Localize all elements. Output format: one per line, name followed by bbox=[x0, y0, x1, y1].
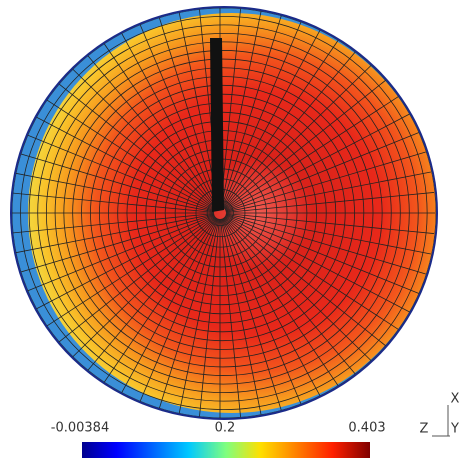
mesh-line bbox=[21, 132, 215, 212]
mesh-line bbox=[221, 218, 283, 415]
colorbar-max: 0.403 bbox=[348, 421, 385, 436]
mesh-line bbox=[224, 79, 387, 210]
mesh-line bbox=[137, 18, 219, 208]
mesh-line bbox=[30, 113, 215, 211]
mesh-line bbox=[83, 217, 217, 376]
colorbar bbox=[82, 442, 370, 458]
mesh-line bbox=[157, 218, 219, 415]
mesh-line bbox=[198, 218, 220, 418]
mesh-line bbox=[14, 151, 215, 212]
mesh-line bbox=[221, 11, 283, 208]
mesh-line bbox=[12, 213, 215, 234]
mesh-line bbox=[83, 50, 217, 209]
mesh-line bbox=[21, 214, 215, 294]
mesh-line bbox=[220, 218, 242, 418]
mesh-line bbox=[53, 79, 216, 210]
axis-x: X bbox=[451, 392, 460, 407]
mesh-line bbox=[67, 216, 217, 362]
mesh-line bbox=[225, 214, 419, 294]
mesh-line bbox=[225, 171, 431, 213]
mesh-line bbox=[12, 171, 215, 213]
mesh-line bbox=[157, 11, 219, 208]
mesh-line bbox=[220, 8, 242, 208]
mesh-line bbox=[224, 216, 387, 347]
mesh-line bbox=[41, 215, 216, 331]
axis-y: Y bbox=[450, 422, 459, 437]
mesh-line bbox=[224, 215, 399, 331]
mesh-line bbox=[225, 213, 435, 234]
mesh-line bbox=[137, 218, 219, 408]
colorbar-mid: 0.2 bbox=[215, 421, 236, 436]
mesh-line bbox=[100, 38, 217, 209]
mesh-line bbox=[14, 214, 215, 275]
mesh-line bbox=[100, 217, 217, 388]
mesh-line bbox=[223, 217, 357, 376]
mesh-line bbox=[177, 218, 220, 418]
mesh-line bbox=[224, 95, 399, 211]
mesh-line bbox=[221, 218, 303, 408]
mesh-line bbox=[225, 132, 419, 212]
mesh-line bbox=[225, 213, 431, 255]
mesh-line bbox=[225, 192, 435, 213]
mesh-line bbox=[223, 38, 340, 209]
mesh-line bbox=[53, 216, 216, 347]
mesh-line bbox=[223, 50, 357, 209]
mesh-line bbox=[222, 218, 322, 399]
mesh-line bbox=[118, 218, 218, 399]
mesh-line bbox=[223, 216, 373, 362]
mesh-line bbox=[225, 151, 426, 212]
mesh-line bbox=[67, 64, 217, 210]
mesh-line bbox=[12, 192, 215, 213]
mesh-line bbox=[30, 215, 215, 313]
mesh-line bbox=[225, 215, 410, 313]
axis-z: Z bbox=[420, 422, 429, 437]
mesh-line bbox=[12, 213, 215, 255]
mesh-line bbox=[221, 18, 303, 208]
mesh-line bbox=[220, 8, 263, 208]
mesh-line bbox=[220, 218, 263, 418]
mesh-line bbox=[223, 217, 340, 388]
mesh-line bbox=[225, 214, 426, 275]
mesh-line bbox=[41, 95, 216, 211]
mesh-line bbox=[223, 64, 373, 210]
mesh-line bbox=[225, 113, 410, 211]
mesh-line bbox=[222, 27, 322, 208]
mesh-line bbox=[118, 27, 218, 208]
wedge bbox=[210, 38, 224, 212]
colorbar-min: -0.00384 bbox=[51, 421, 109, 436]
